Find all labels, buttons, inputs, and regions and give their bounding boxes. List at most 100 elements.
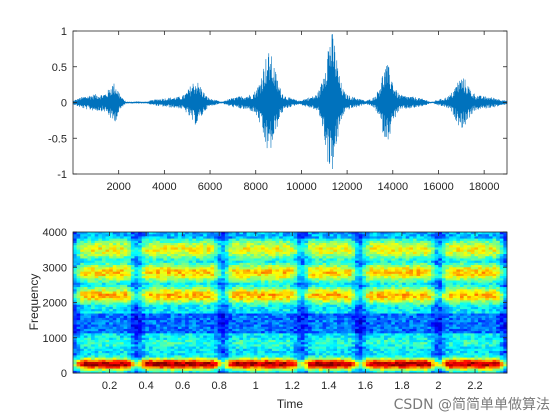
spectrogram-cell (214, 326, 219, 330)
spectrogram-cell (195, 315, 200, 319)
spectrogram-cell (257, 370, 262, 374)
spectrogram-cell (210, 234, 215, 237)
spectrogram-cell (101, 273, 106, 277)
spectrogram-cell (239, 271, 244, 275)
spectrogram-cell (174, 234, 179, 237)
spectrogram-cell (127, 289, 132, 292)
spectrogram-cell (224, 355, 229, 358)
spectrogram-cell (181, 254, 186, 257)
spectrogram-cell (195, 247, 200, 251)
spectrogram-cell (203, 247, 208, 251)
spectrogram-cell (214, 236, 219, 240)
spectrogram-cell (170, 267, 175, 270)
spectrogram-cell (221, 247, 226, 251)
spectrogram-cell (250, 326, 255, 330)
spectrogram-cell (242, 260, 247, 264)
spectrogram-cell (152, 337, 157, 341)
spectrogram-cell (138, 249, 143, 253)
spectrogram-cell (337, 313, 342, 317)
spectrogram-cell (293, 342, 298, 345)
spectrogram-cell (232, 247, 237, 251)
spectrogram-cell (217, 306, 222, 310)
spectrogram-cell (214, 322, 219, 325)
spectrogram-cell (134, 236, 139, 240)
spectrogram-cell (293, 289, 298, 292)
spectrogram-cell (337, 251, 342, 255)
spectrogram-cell (177, 320, 182, 323)
spectrogram-cell (279, 249, 284, 253)
spectrogram-cell (293, 298, 298, 301)
spectrogram-cell (340, 287, 345, 290)
spectrogram-cell (224, 234, 229, 237)
spectrogram-cell (138, 359, 143, 363)
spectrogram-cell (163, 284, 168, 288)
spectrogram-cell (192, 262, 197, 266)
spectrogram-cell (268, 282, 273, 286)
spectrogram-cell (80, 350, 85, 354)
spectrogram-cell (116, 251, 121, 255)
spectrogram-cell (275, 278, 280, 281)
spectrogram-cell (344, 333, 349, 336)
spectrogram-cell (210, 357, 215, 361)
spectrogram-cell (127, 324, 132, 328)
spectrogram-cell (221, 300, 226, 303)
spectrogram-cell (253, 282, 258, 286)
spectrogram-cell (297, 311, 302, 314)
spectrogram-cell (311, 353, 316, 356)
spectrogram-cell (347, 236, 352, 240)
spectrogram-cell (279, 328, 284, 332)
spectrogram-cell (351, 236, 356, 240)
spectrogram-cell (337, 348, 342, 352)
spectrogram-cell (101, 333, 106, 336)
spectrogram-cell (261, 262, 266, 266)
spectrogram-cell (127, 287, 132, 290)
spectrogram-cell (167, 368, 172, 372)
spectrogram-cell (80, 271, 85, 275)
spectrogram-cell (130, 366, 135, 369)
spectrogram-cell (304, 232, 309, 235)
spectrogram-cell (130, 322, 135, 325)
spectrogram-cell (268, 243, 273, 246)
spectrogram-cell (73, 370, 78, 374)
spectrogram-cell (145, 366, 150, 369)
spectrogram-cell (148, 311, 153, 314)
spectrogram-cell (148, 251, 153, 255)
spectrogram-cell (130, 289, 135, 292)
spectrogram-cell (322, 311, 327, 314)
spectrogram-cell (203, 262, 208, 266)
spectrogram-cell (318, 353, 323, 356)
spectrogram-cell (83, 355, 88, 358)
spectrogram-cell (232, 262, 237, 266)
spectrogram-cell (337, 353, 342, 356)
spectrogram-cell (112, 232, 117, 235)
spectrogram-cell (232, 309, 237, 312)
spectrogram-cell (279, 355, 284, 358)
spectrogram-cell (311, 348, 316, 352)
spectrogram-cell (105, 355, 110, 358)
spectrogram-cell (308, 258, 313, 262)
spectrogram-cell (145, 339, 150, 343)
spectrogram-cell (250, 313, 255, 317)
spectrogram-cell (167, 236, 172, 240)
spectrogram-cell (217, 328, 222, 332)
spectrogram-cell (304, 271, 309, 275)
spectrogram-cell (232, 251, 237, 255)
spectrogram-cell (214, 346, 219, 350)
spectrogram-cell (235, 353, 240, 356)
spectrogram-cell (271, 326, 276, 330)
spectrogram-cell (347, 342, 352, 345)
spectrogram-cell (87, 284, 92, 288)
spectrogram-cell (138, 342, 143, 345)
spectrogram-cell (297, 273, 302, 277)
spectrogram-cell (181, 251, 186, 255)
spectrogram-cell (217, 247, 222, 251)
spectrogram-cell (181, 331, 186, 334)
spectrogram-cell (94, 295, 99, 299)
spectrogram-cell (206, 364, 211, 367)
spectrogram-cell (145, 324, 150, 328)
spectrogram-cell (232, 370, 237, 374)
spectrogram-cell (253, 293, 258, 297)
spectrogram-cell (116, 291, 121, 295)
spectrogram-cell (192, 357, 197, 361)
spectrogram-cell (167, 234, 172, 237)
